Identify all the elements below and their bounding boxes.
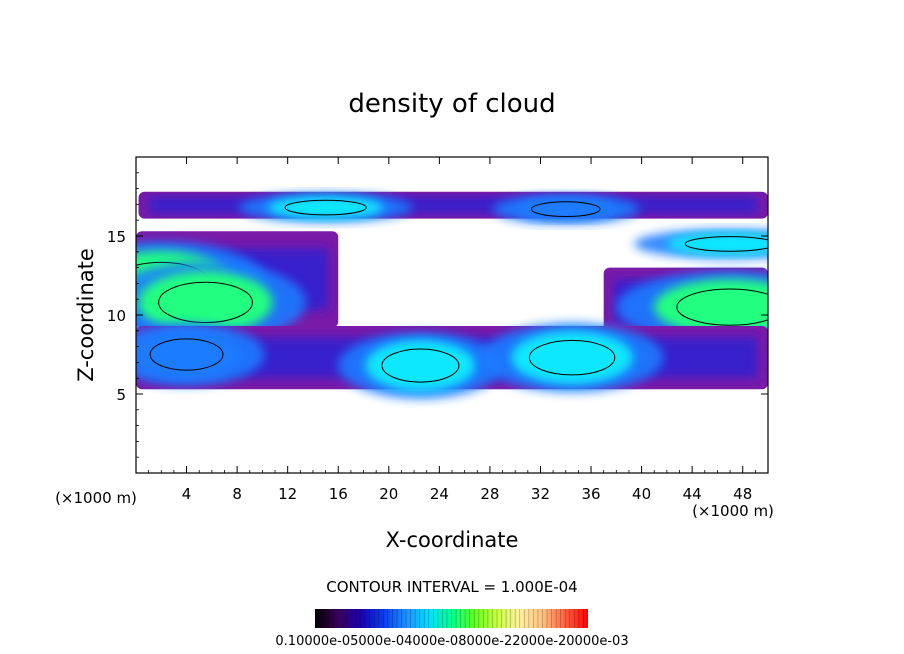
y-axis: 5 10 15	[107, 172, 768, 458]
x-tick-label: 36	[581, 485, 600, 503]
x-tick-label: 12	[278, 485, 297, 503]
contour-interval-label: CONTOUR INTERVAL = 1.000E-04	[326, 578, 577, 596]
x-unit-label-left: (×1000 m)	[55, 489, 137, 507]
cloud-core	[511, 331, 634, 385]
colorbar	[315, 609, 588, 628]
contour-line	[284, 199, 367, 216]
colorbar-tick-labels: 0.10000e-05000e-04000e-08000e-22000e-200…	[275, 634, 628, 649]
contour-line	[528, 339, 616, 376]
y-axis-label: Z-coordinate	[74, 248, 98, 382]
contour-line	[149, 338, 224, 371]
cloud-core	[138, 271, 273, 334]
x-unit-label-right: (×1000 m)	[692, 502, 774, 520]
cloud-core	[666, 232, 768, 256]
cloud-layer	[603, 267, 768, 344]
cloud-core	[267, 196, 384, 219]
x-tick-label: 16	[329, 485, 348, 503]
x-tick-label: 44	[683, 485, 702, 503]
x-tick-label: 48	[733, 485, 752, 503]
cloud-core	[654, 279, 768, 335]
x-tick-label: 32	[531, 485, 550, 503]
chart-title: density of cloud	[348, 89, 555, 119]
y-tick-label: 5	[116, 386, 126, 404]
x-tick-label: 8	[232, 485, 242, 503]
x-tick-label: 28	[480, 485, 499, 503]
y-tick-label: 10	[107, 307, 126, 325]
x-tick-label: 20	[379, 485, 398, 503]
x-tick-label: 4	[182, 485, 192, 503]
cloud-core	[136, 330, 239, 379]
contour-line	[530, 201, 601, 217]
x-tick-label: 40	[632, 485, 651, 503]
x-axis-label: X-coordinate	[386, 528, 519, 552]
cloud-layer	[136, 323, 768, 399]
x-axis: 4 8 12 16 20 24 28 32 36 40 44 48	[148, 157, 756, 503]
colorbar-ticks	[319, 609, 584, 628]
contour-line	[158, 281, 253, 324]
cloud-core	[365, 340, 476, 391]
y-tick-label: 15	[107, 228, 126, 246]
contour-line	[381, 348, 460, 383]
contour-line	[684, 236, 768, 252]
cloud-layer	[136, 231, 339, 343]
cloud-layer	[138, 191, 768, 259]
contour-line	[676, 288, 768, 326]
density-field	[136, 191, 768, 399]
x-tick-label: 24	[430, 485, 449, 503]
